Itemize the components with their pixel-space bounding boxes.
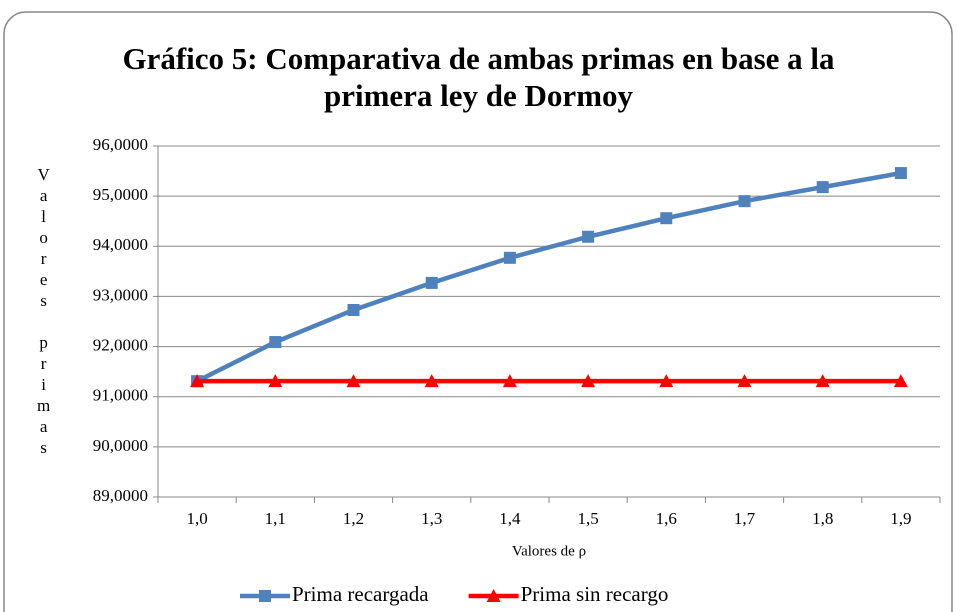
point xyxy=(190,374,205,388)
point xyxy=(581,374,596,388)
point xyxy=(268,374,283,388)
point xyxy=(503,251,516,264)
y-tick-label: 95,0000 xyxy=(93,185,148,204)
x-tick-label: 1,6 xyxy=(656,509,677,528)
y-tick-label: 93,0000 xyxy=(93,285,148,304)
x-tick-label: 1,3 xyxy=(421,509,442,528)
y-tick-label: 91,0000 xyxy=(93,386,148,405)
x-tick-label: 1,5 xyxy=(577,509,598,528)
y-tick-label: 94,0000 xyxy=(93,235,148,254)
legend-label: Prima sin recargo xyxy=(521,582,669,606)
point xyxy=(582,230,595,243)
point xyxy=(346,374,361,388)
chart-title: Gráfico 5: Comparativa de ambas primas e… xyxy=(122,41,835,113)
point xyxy=(660,212,673,225)
x-axis-label: Valores de ρ xyxy=(512,543,586,559)
point xyxy=(737,374,752,388)
x-tick-label: 1,4 xyxy=(499,509,521,528)
point xyxy=(347,303,360,316)
x-tick-label: 1,0 xyxy=(186,509,207,528)
x-tick-label: 1,2 xyxy=(343,509,364,528)
series-line xyxy=(196,170,902,384)
point xyxy=(894,167,907,180)
point xyxy=(424,374,439,388)
x-tick-label: 1,9 xyxy=(890,509,911,528)
point xyxy=(659,374,674,388)
point xyxy=(893,374,908,388)
y-axis-label: Valores primas xyxy=(34,165,53,459)
chart-border xyxy=(3,11,953,612)
point xyxy=(425,276,438,289)
point xyxy=(259,590,271,602)
point xyxy=(502,374,517,388)
y-tick-label: 90,0000 xyxy=(93,436,148,455)
point xyxy=(815,374,830,388)
point xyxy=(486,589,501,602)
point xyxy=(738,195,751,208)
y-tick-label: 89,0000 xyxy=(93,486,148,505)
legend-label: Prima recargada xyxy=(292,582,429,606)
x-tick-label: 1,7 xyxy=(734,509,756,528)
y-tick-label: 96,0000 xyxy=(93,135,148,154)
y-tick-label: 92,0000 xyxy=(93,335,148,354)
x-tick-label: 1,8 xyxy=(812,509,833,528)
x-tick-label: 1,1 xyxy=(265,509,286,528)
point xyxy=(816,181,829,194)
point xyxy=(269,336,282,349)
